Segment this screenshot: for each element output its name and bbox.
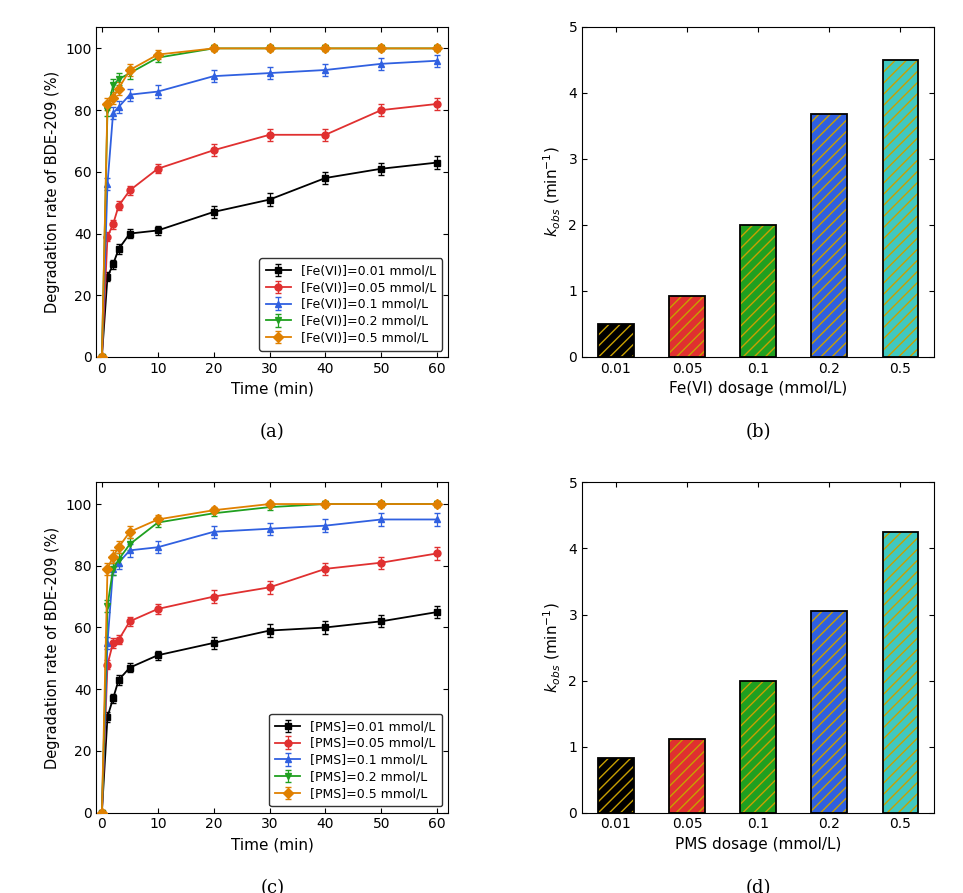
Bar xyxy=(669,739,705,813)
Bar xyxy=(812,114,847,357)
Bar xyxy=(669,296,705,357)
Y-axis label: $k_{obs}\ \mathregular{(min^{-1})}$: $k_{obs}\ \mathregular{(min^{-1})}$ xyxy=(542,146,562,238)
Bar xyxy=(741,225,776,357)
Bar xyxy=(598,324,634,357)
X-axis label: Fe(VI) dosage (mmol/L): Fe(VI) dosage (mmol/L) xyxy=(669,381,847,396)
Bar xyxy=(741,225,776,357)
Text: (a): (a) xyxy=(260,423,285,441)
Bar xyxy=(741,680,776,813)
Legend: [Fe(VI)]=0.01 mmol/L, [Fe(VI)]=0.05 mmol/L, [Fe(VI)]=0.1 mmol/L, [Fe(VI)]=0.2 mm: [Fe(VI)]=0.01 mmol/L, [Fe(VI)]=0.05 mmol… xyxy=(259,258,442,351)
Bar xyxy=(812,611,847,813)
Bar xyxy=(741,680,776,813)
X-axis label: Time (min): Time (min) xyxy=(231,837,314,852)
X-axis label: PMS dosage (mmol/L): PMS dosage (mmol/L) xyxy=(675,837,842,852)
Y-axis label: Degradation rate of BDE-209 (%): Degradation rate of BDE-209 (%) xyxy=(44,527,60,769)
Y-axis label: Degradation rate of BDE-209 (%): Degradation rate of BDE-209 (%) xyxy=(44,71,60,313)
Bar xyxy=(882,532,918,813)
Bar xyxy=(669,739,705,813)
Legend: [PMS]=0.01 mmol/L, [PMS]=0.05 mmol/L, [PMS]=0.1 mmol/L, [PMS]=0.2 mmol/L, [PMS]=: [PMS]=0.01 mmol/L, [PMS]=0.05 mmol/L, [P… xyxy=(270,714,442,806)
Text: (d): (d) xyxy=(745,879,770,893)
Bar xyxy=(882,60,918,357)
Bar xyxy=(882,532,918,813)
Text: (b): (b) xyxy=(745,423,770,441)
Bar xyxy=(882,60,918,357)
Bar xyxy=(598,324,634,357)
Text: (c): (c) xyxy=(260,879,284,893)
Bar xyxy=(812,114,847,357)
Y-axis label: $k_{obs}\ \mathregular{(min^{-1})}$: $k_{obs}\ \mathregular{(min^{-1})}$ xyxy=(542,602,562,693)
Bar xyxy=(598,758,634,813)
Bar xyxy=(598,758,634,813)
Bar xyxy=(669,296,705,357)
X-axis label: Time (min): Time (min) xyxy=(231,381,314,396)
Bar xyxy=(812,611,847,813)
